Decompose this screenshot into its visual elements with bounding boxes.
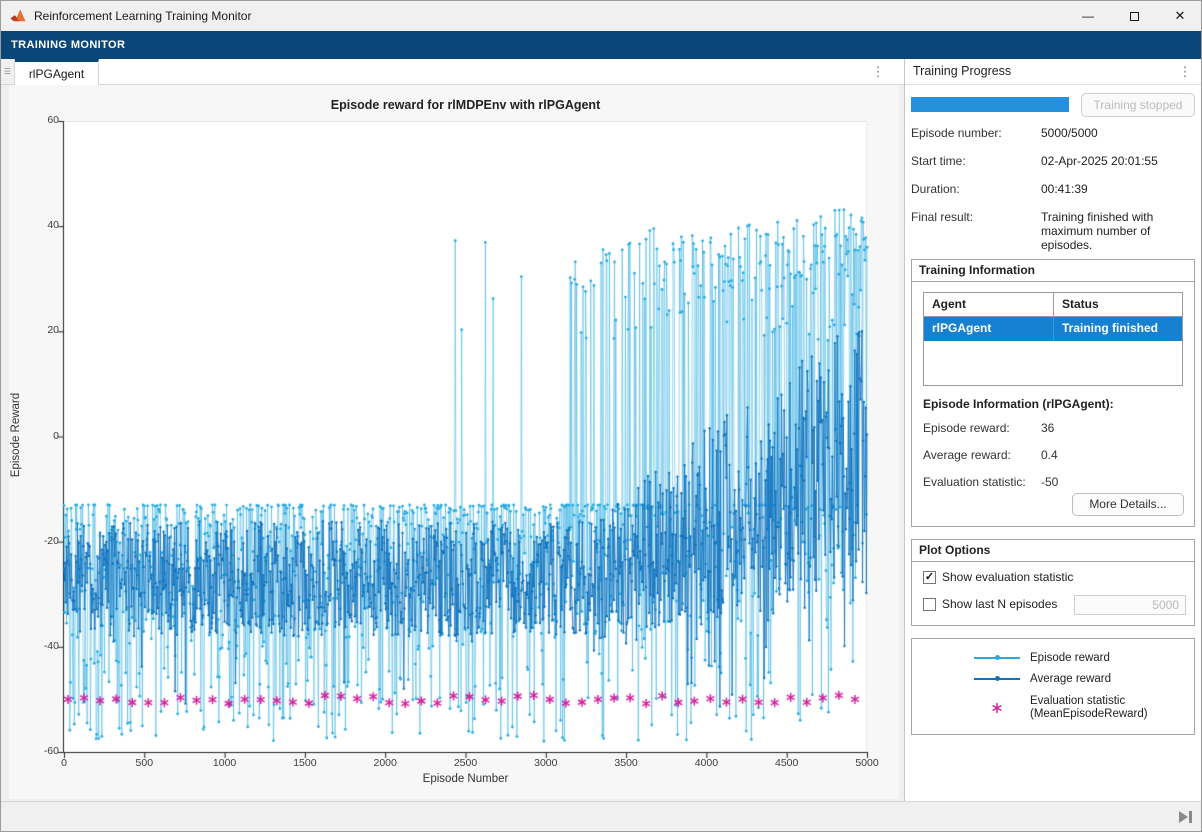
panel-menu-icon[interactable]: ⋮: [1178, 64, 1192, 79]
x-tick-label: 0: [61, 757, 67, 769]
show-last-row: ✓ Show last N episodes: [923, 597, 1057, 611]
episode-info-title: Episode Information (rlPGAgent):: [923, 397, 1114, 411]
show-eval-row: ✓ Show evaluation statistic: [923, 570, 1073, 584]
show-eval-label: Show evaluation statistic: [942, 570, 1074, 584]
table-row[interactable]: rlPGAgent Training finished: [924, 317, 1182, 341]
episode-info-fields: Episode reward: 36 Average reward: 0.4 E…: [923, 421, 1183, 489]
cell-status: Training finished: [1062, 321, 1159, 335]
minimize-icon: —: [1082, 9, 1094, 23]
tab-overflow-icon[interactable]: ☰: [1, 59, 15, 84]
panel-header: Training Progress ⋮: [905, 59, 1201, 85]
section-title: Plot Options: [912, 540, 1194, 562]
field-value: 36: [1041, 421, 1055, 435]
line-dot-marker-icon: [974, 672, 1020, 686]
field-label: Final result:: [911, 210, 974, 224]
reward-plot-canvas: [56, 113, 876, 761]
field-label: Evaluation statistic:: [923, 475, 1026, 489]
status-strip: [1, 801, 1201, 831]
legend-item-episode-reward: Episode reward: [974, 651, 1110, 665]
y-tick-label: -40: [43, 639, 59, 652]
line-dot-marker-icon: [974, 651, 1020, 665]
field-value: 02-Apr-2025 20:01:55: [1041, 154, 1158, 168]
y-tick-label: 60: [47, 114, 59, 126]
y-tick-label: -20: [43, 534, 59, 547]
y-tick-label: 0: [53, 429, 59, 442]
chart-legend: Episode reward Average reward Evaluation…: [911, 638, 1195, 735]
x-tick-label: 500: [135, 757, 154, 769]
tab-label: rlPGAgent: [28, 66, 85, 81]
field-value: 00:41:39: [1041, 182, 1088, 196]
field-label: Episode reward:: [923, 421, 1010, 435]
training-stopped-button[interactable]: Training stopped: [1081, 93, 1195, 117]
field-value: 0.4: [1041, 448, 1058, 462]
y-tick-label: 40: [47, 219, 59, 232]
y-tick-label: 20: [47, 324, 59, 337]
cell-agent: rlPGAgent: [924, 317, 1054, 341]
tabstrip-menu-icon[interactable]: ⋮: [871, 64, 885, 79]
show-eval-checkbox[interactable]: ✓: [923, 570, 936, 584]
document-area: ☰ rlPGAgent ⋮ Episode reward for rlMDPEn…: [1, 59, 905, 801]
maximize-icon: [1129, 11, 1139, 21]
y-tick-label: -60: [43, 745, 59, 757]
field-label: Duration:: [911, 182, 960, 196]
field-value: 5000/5000: [1041, 126, 1098, 140]
legend-label: Average reward: [1030, 673, 1111, 685]
ribbon: TRAINING MONITOR: [1, 31, 1201, 59]
matlab-logo-icon: [10, 9, 26, 22]
field-label: Start time:: [911, 154, 966, 168]
figure: Episode reward for rlMDPEnv with rlPGAge…: [9, 85, 899, 799]
column-header-agent: Agent: [924, 293, 1054, 316]
legend-item-average-reward: Average reward: [974, 672, 1111, 686]
field-value: -50: [1041, 475, 1059, 489]
x-tick-label: 3000: [534, 757, 558, 769]
x-tick-label: 2000: [373, 757, 397, 769]
last-n-episodes-input[interactable]: [1074, 595, 1186, 615]
x-tick-label: 3500: [614, 757, 638, 769]
x-tick-label: 5000: [855, 757, 879, 769]
titlebar: Reinforcement Learning Training Monitor …: [1, 1, 1201, 31]
column-header-status: Status: [1062, 297, 1099, 311]
legend-label: Episode reward: [1030, 652, 1110, 664]
ribbon-tab-training-monitor[interactable]: TRAINING MONITOR: [11, 39, 126, 51]
asterisk-marker-icon: [974, 701, 1020, 715]
field-value: Training finished with maximum number of…: [1041, 210, 1154, 252]
x-tick-label: 1000: [212, 757, 237, 769]
x-axis-label: Episode Number: [422, 773, 509, 785]
x-tick-label: 4000: [694, 757, 719, 769]
x-tick-label: 4500: [775, 757, 799, 769]
tab-rlpgagent[interactable]: rlPGAgent: [15, 59, 99, 85]
training-progress-bar: [911, 97, 1069, 112]
show-last-checkbox[interactable]: ✓: [923, 597, 936, 611]
x-tick-label: 1500: [293, 757, 317, 769]
training-progress-panel: Training Progress ⋮ Training stopped Epi…: [905, 59, 1201, 801]
plot-options-section: Plot Options ✓ Show evaluation statistic…: [911, 539, 1195, 626]
field-label: Average reward:: [923, 448, 1011, 462]
training-information-section: Training Information Agent Status rlPGAg…: [911, 259, 1195, 527]
agent-status-table: Agent Status rlPGAgent Training finished: [923, 292, 1183, 386]
expand-panel-icon[interactable]: [1179, 810, 1195, 824]
section-title: Training Information: [912, 260, 1194, 282]
maximize-button[interactable]: [1111, 1, 1157, 31]
panel-title: Training Progress: [913, 64, 1012, 78]
window-title: Reinforcement Learning Training Monitor: [34, 9, 252, 23]
x-tick-label: 2500: [453, 757, 478, 769]
table-header-row: Agent Status: [924, 293, 1182, 317]
chart-title: Episode reward for rlMDPEnv with rlPGAge…: [330, 98, 601, 112]
minimize-button[interactable]: —: [1065, 1, 1111, 31]
show-last-label: Show last N episodes: [942, 597, 1058, 611]
close-button[interactable]: ✕: [1157, 1, 1201, 31]
legend-item-evaluation-statistic: Evaluation statistic (MeanEpisodeReward): [974, 695, 1148, 721]
check-icon: ✓: [924, 570, 935, 583]
legend-label: Evaluation statistic (MeanEpisodeReward): [1030, 695, 1148, 720]
close-icon: ✕: [1174, 8, 1186, 23]
tab-strip: ☰ rlPGAgent ⋮: [1, 59, 904, 85]
more-details-button[interactable]: More Details...: [1072, 493, 1184, 516]
progress-fields: Episode number: 5000/5000 Start time: 02…: [911, 126, 1195, 252]
window-controls: — ✕: [1065, 1, 1201, 31]
field-label: Episode number:: [911, 126, 1002, 140]
